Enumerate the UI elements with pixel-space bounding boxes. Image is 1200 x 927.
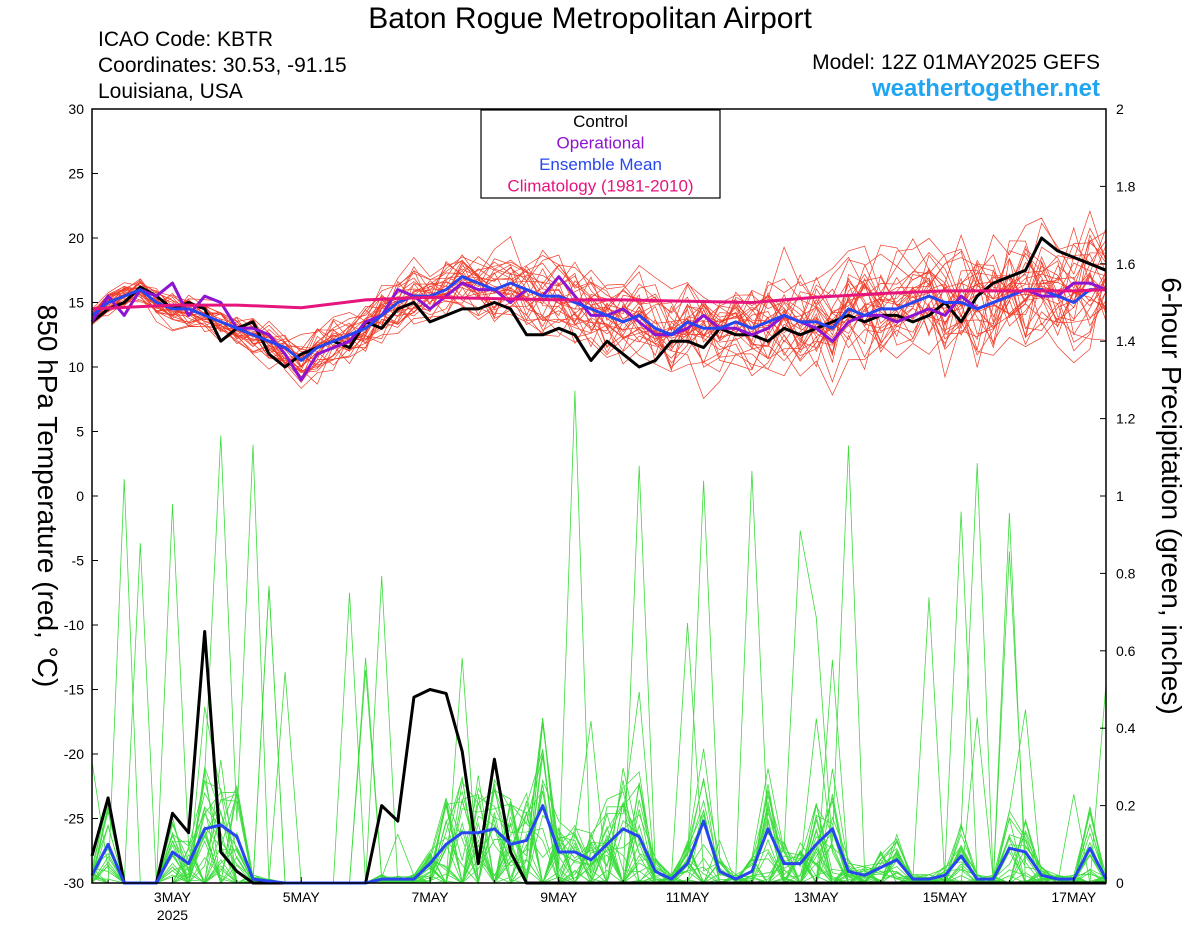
temperature-member-line [91,261,1107,379]
precip-member-line [91,586,1106,884]
y2-tick-label: 0.8 [1116,565,1136,581]
x-tick-label: 7MAY [411,889,449,905]
precip-member-line [91,480,1107,885]
x-tick-label: 17MAY [1051,889,1097,905]
y2-tick-label: 1.4 [1116,333,1136,349]
legend-entry: Climatology (1981-2010) [507,177,693,196]
y2-tick-label: 1 [1116,488,1124,504]
icao-code: ICAO Code: KBTR [98,28,274,51]
coordinates: Coordinates: 30.53, -91.15 [98,54,347,77]
y-tick-label: 10 [68,359,84,375]
precip-member-line [91,597,1107,885]
y2-tick-label: 2 [1116,101,1124,117]
temp-operational-line [90,275,1107,382]
x-tick-label: 3MAY [154,889,192,905]
y-tick-label: -10 [64,617,84,633]
y2-tick-label: 1.6 [1116,256,1136,272]
location: Louisiana, USA [98,80,243,103]
legend-box [480,109,721,199]
y-tick-label: 25 [68,166,84,182]
y-tick-label: -25 [64,811,84,827]
x-tick-label: 5MAY [283,889,321,905]
x-tick-label: 13MAY [794,889,840,905]
axes: 302520151050-5-10-15-20-25-3021.81.61.41… [64,101,1136,923]
precip-member-line [91,465,1107,884]
site-link[interactable]: weathertogether.net [871,75,1100,102]
temperature-member-line [91,250,1107,385]
temperature-member-line [91,260,1107,380]
legend-entry: Operational [557,134,645,153]
x-tick-label: 11MAY [666,889,710,905]
y-tick-label: -30 [64,875,84,891]
y-tick-label: -20 [64,746,84,762]
y2-tick-label: 1.8 [1116,178,1136,194]
precip-member-line [91,512,1107,885]
y-tick-label: 30 [68,101,84,117]
model-run: Model: 12Z 01MAY2025 GEFS [812,51,1100,74]
temperature-member-line [91,259,1107,374]
legend-entry: Control [573,112,628,131]
precip-member-line [91,390,1107,884]
y-tick-label: -5 [72,553,85,569]
y2-tick-label: 0.4 [1116,720,1136,736]
x-tick-label: 15MAY [923,889,969,905]
y-tick-label: -15 [64,682,84,698]
legend: Control Operational Ensemble Mean Climatolo… [480,109,721,199]
y2-tick-label: 0 [1116,875,1124,891]
x-tick-label: 9MAY [540,889,578,905]
y-tick-label: 0 [76,488,84,504]
legend-entry: Ensemble Mean [539,155,662,174]
y-tick-label: 20 [68,230,84,246]
y-tick-label: 5 [76,424,84,440]
y-tick-label: 15 [68,295,84,311]
precip-ensemble-mean-line [90,804,1108,885]
temperature-member-line [91,242,1107,400]
precip-member-line [91,435,1107,885]
y2-tick-label: 1.2 [1116,411,1136,427]
precip-member-line [91,479,1107,885]
x-tick-sublabel: 2025 [157,907,188,923]
temp-climatology-1981-2010-line [91,288,1107,311]
chart-title: Baton Rogue Metropolitan Airport [368,2,812,35]
temperature-member-line [91,264,1107,373]
y2-tick-label: 0.6 [1116,643,1136,659]
y2-tick-label: 0.2 [1116,798,1136,814]
temp-ensemble-mean-line [91,275,1106,362]
y-axis-label: 850 hPa Temperature (red, °C) [32,305,63,688]
plot-frame [91,108,1107,884]
y2-axis-label: 6-hour Precipitation (green, inches) [1156,277,1187,714]
